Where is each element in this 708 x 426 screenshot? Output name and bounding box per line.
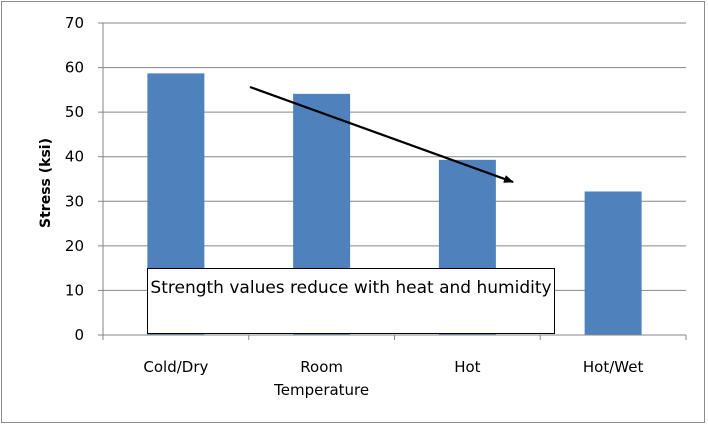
y-tick-label: 0 — [74, 326, 84, 344]
y-tick-label: 20 — [65, 237, 84, 255]
axes — [102, 23, 687, 340]
annotation-box: Strength values reduce with heat and hum… — [147, 268, 555, 334]
x-tick-labels: Cold/Dry Room Temperature Hot Hot/Wet — [143, 358, 643, 399]
y-tick-label: 50 — [65, 103, 84, 121]
y-tick-label: 70 — [65, 14, 84, 32]
x-tick-label: Hot — [454, 358, 480, 376]
y-axis-label: Stress (ksi) — [38, 138, 54, 228]
x-tick-label: Cold/Dry — [143, 358, 208, 376]
y-tick-label: 10 — [65, 281, 84, 299]
y-tick-labels: 0 10 20 30 40 50 60 70 — [65, 14, 103, 344]
x-tick-label: Hot/Wet — [583, 358, 644, 376]
x-tick-label: Room Temperature — [273, 358, 369, 399]
y-tick-label: 30 — [65, 192, 84, 210]
y-tick-label: 40 — [65, 148, 84, 166]
bar-hot-wet — [584, 191, 642, 335]
trend-arrow — [249, 85, 514, 184]
y-tick-label: 60 — [65, 59, 84, 77]
